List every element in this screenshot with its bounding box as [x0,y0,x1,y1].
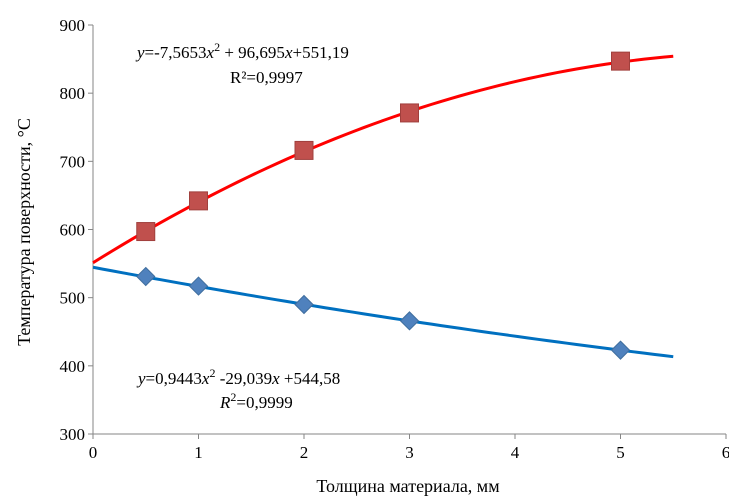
x-axis-title: Толщина материала, мм [316,476,499,496]
equation-lower-y: y [136,369,146,388]
y-tick-label: 600 [60,221,86,240]
x-tick-label: 2 [300,443,309,462]
point-series-0-0 [136,222,156,242]
r2-lower-r: R [219,393,231,412]
point-series-0-2 [294,140,314,160]
r2-lower: R2=0,9999 [219,390,293,412]
point-series-1-1 [188,276,209,296]
y-tick-label: 300 [60,425,86,444]
trendline-series-0 [92,54,674,265]
y-tick-label: 500 [60,289,86,308]
tick-labels: 300 400 500 600 700 800 900 0 1 2 3 4 5 6 [60,16,729,462]
point-series-0-4 [611,51,630,71]
y-tick-label: 800 [60,84,86,103]
x-tick-label: 6 [722,443,729,462]
y-tick-label: 900 [60,16,86,35]
x-tick-label: 3 [405,443,414,462]
equation-lower-power: 2 [209,366,215,380]
equation-lower-b: -29,039 [215,369,272,388]
equation-upper-power: 2 [214,40,220,54]
equation-lower: y=0,9443x2 -29,039x +544,58 [136,366,340,388]
equation-upper-y: y [135,43,145,62]
point-series-1-0 [136,266,156,287]
x-tick-label: 0 [89,443,98,462]
markers [136,51,631,360]
equation-lower-c: +544,58 [280,369,341,388]
equation-lower-a: =0,9443 [146,369,202,388]
x-tick-label: 5 [616,443,625,462]
point-series-1-2 [294,294,314,315]
equation-upper-x1: x [206,43,215,62]
equation-upper-a: =-7,5653 [145,43,207,62]
equation-upper: y=-7,5653x2 + 96,695x+551,19 [135,40,349,62]
x-tick-label: 1 [194,443,203,462]
point-series-1-4 [610,340,631,360]
y-tick-label: 400 [60,357,86,376]
point-series-0-1 [189,191,208,211]
x-tick-label: 4 [511,443,520,462]
point-series-1-3 [399,311,420,331]
y-tick-label: 700 [60,152,86,171]
equation-upper-b: + 96,695 [220,43,285,62]
r2-upper: R²=0,9997 [230,68,303,87]
equation-upper-x2: x [284,43,293,62]
equation-lower-x2: x [271,369,280,388]
equation-upper-c: +551,19 [292,43,348,62]
r2-lower-value: =0,9999 [236,393,292,412]
trendline-series-1 [92,265,674,359]
equation-lower-x1: x [201,369,210,388]
y-axis-title: Температура поверхности, °С [14,118,34,346]
trendlines [92,54,674,359]
axes [88,24,727,439]
point-series-0-3 [400,103,419,123]
r2-lower-sup: 2 [230,390,236,404]
